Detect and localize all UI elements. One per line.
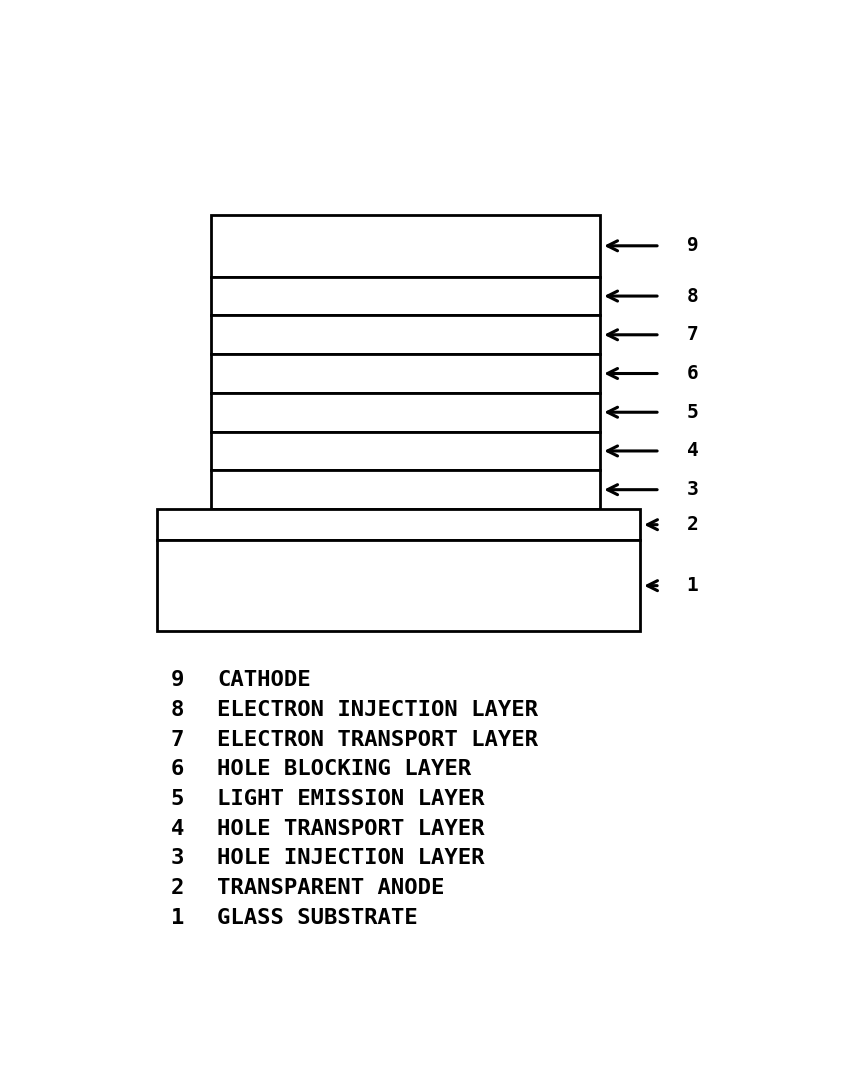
Text: 1: 1 bbox=[686, 576, 698, 595]
Text: ELECTRON INJECTION LAYER: ELECTRON INJECTION LAYER bbox=[217, 700, 539, 720]
Text: 2: 2 bbox=[171, 878, 184, 898]
Text: 7: 7 bbox=[171, 730, 184, 750]
Text: 3: 3 bbox=[686, 480, 698, 500]
Bar bbox=[210, 354, 600, 393]
Bar bbox=[210, 215, 600, 277]
Bar bbox=[157, 540, 640, 631]
Text: 9: 9 bbox=[686, 236, 698, 256]
Text: 3: 3 bbox=[171, 849, 184, 869]
Bar bbox=[210, 471, 600, 509]
Bar bbox=[210, 277, 600, 316]
Text: TRANSPARENT ANODE: TRANSPARENT ANODE bbox=[217, 878, 445, 898]
Text: ELECTRON TRANSPORT LAYER: ELECTRON TRANSPORT LAYER bbox=[217, 730, 539, 750]
Text: GLASS SUBSTRATE: GLASS SUBSTRATE bbox=[217, 907, 417, 928]
Bar bbox=[210, 316, 600, 354]
Bar bbox=[210, 431, 600, 471]
Text: 6: 6 bbox=[686, 364, 698, 383]
Text: LIGHT EMISSION LAYER: LIGHT EMISSION LAYER bbox=[217, 789, 484, 809]
Text: 8: 8 bbox=[686, 287, 698, 306]
Bar bbox=[210, 393, 600, 431]
Text: HOLE INJECTION LAYER: HOLE INJECTION LAYER bbox=[217, 849, 484, 869]
Text: 5: 5 bbox=[686, 402, 698, 422]
Text: HOLE BLOCKING LAYER: HOLE BLOCKING LAYER bbox=[217, 760, 472, 779]
Text: 8: 8 bbox=[171, 700, 184, 720]
Text: 4: 4 bbox=[686, 442, 698, 460]
Text: 5: 5 bbox=[171, 789, 184, 809]
Text: 1: 1 bbox=[171, 907, 184, 928]
Text: 7: 7 bbox=[686, 325, 698, 345]
Text: 2: 2 bbox=[686, 515, 698, 534]
Text: CATHODE: CATHODE bbox=[217, 671, 311, 690]
Bar bbox=[157, 509, 640, 540]
Text: HOLE TRANSPORT LAYER: HOLE TRANSPORT LAYER bbox=[217, 819, 484, 839]
Text: 6: 6 bbox=[171, 760, 184, 779]
Text: 9: 9 bbox=[171, 671, 184, 690]
Text: 4: 4 bbox=[171, 819, 184, 839]
